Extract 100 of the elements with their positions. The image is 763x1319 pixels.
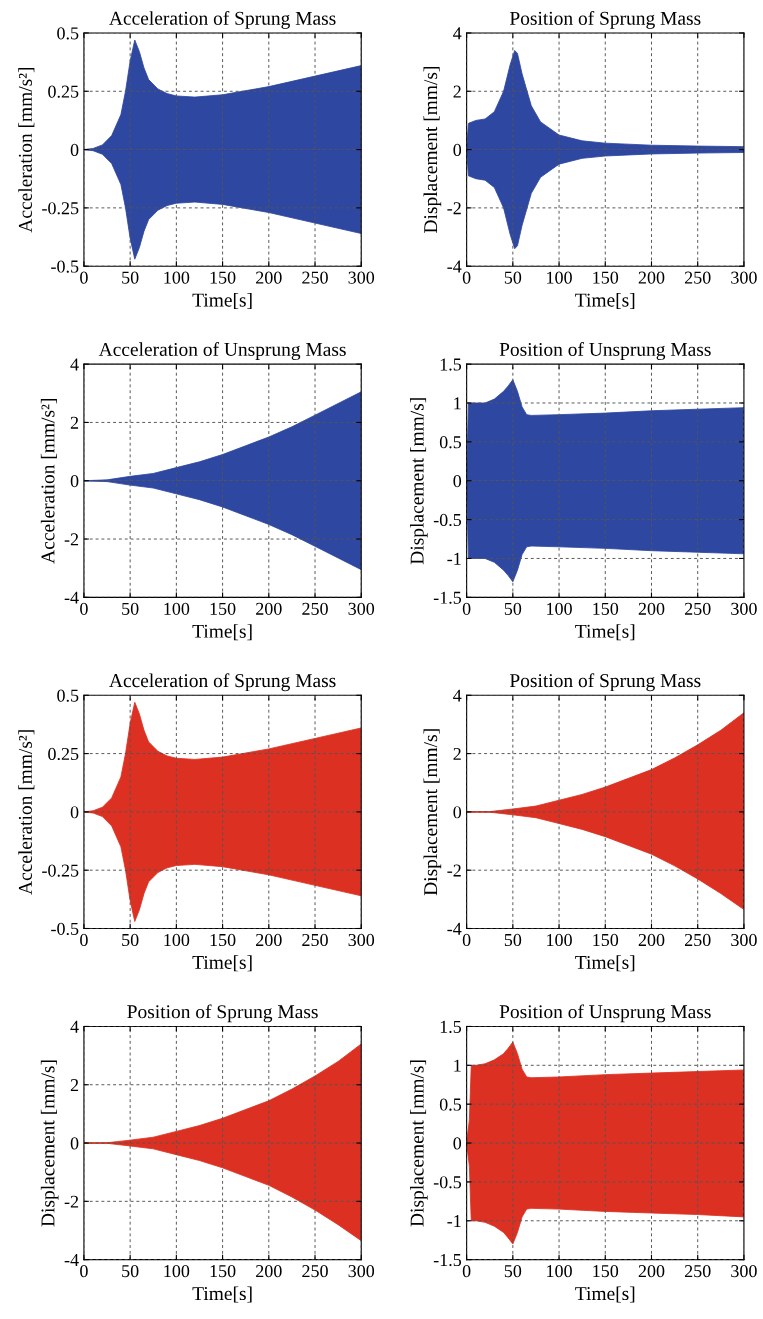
x-tick-label: 100 [547,933,572,947]
x-tick-label: 200 [256,602,282,615]
x-tick-label: 50 [122,933,139,947]
y-axis-title: Displacement [mm/s] [40,1060,59,1227]
x-tick-label: 300 [348,271,375,284]
x-tick-label: 0 [80,271,88,284]
x-tick-label: 300 [731,933,757,947]
x-axis-title: Time[s] [575,292,635,310]
y-tick-label: 0.5 [57,27,79,40]
x-tick-label: 200 [256,1265,282,1278]
y-tick-label: -1 [447,552,461,565]
y-axis-title: Acceleration [mm/s²] [40,399,57,564]
x-tick-label: 50 [122,271,139,284]
y-tick-label: 0 [70,806,79,819]
x-tick-label: 100 [164,1265,190,1278]
y-tick-label: 4 [453,689,462,702]
x-tick-label: 300 [731,602,757,615]
y-tick-label: -4 [447,922,462,935]
chart-title: Acceleration of Unsprung Mass [98,342,346,360]
y-tick-label: 0 [70,1137,79,1150]
y-axis-title: Acceleration [mm/s²] [18,67,35,233]
y-tick-label: 0 [453,1137,462,1150]
x-tick-label: 50 [504,1265,522,1278]
y-tick-label: -1 [447,1215,461,1228]
y-tick-label: 0.5 [439,1098,462,1111]
x-tick-label: 300 [348,602,375,615]
y-tick-label: 0 [70,474,79,488]
y-tick-label: -0.25 [42,864,79,877]
x-axis-title: Time[s] [192,955,252,972]
y-tick-label: 0 [70,143,79,157]
x-tick-label: 250 [302,602,328,615]
x-tick-label: 50 [122,1265,139,1278]
y-tick-label: 0.25 [48,85,79,98]
y-tick-label: -0.5 [433,1176,462,1189]
y-tick-label: 1.5 [440,1020,462,1033]
y-tick-label: 2 [453,747,461,760]
y-axis-title: Displacement [mm/s] [409,1060,428,1227]
x-tick-label: 150 [210,1265,236,1278]
y-tick-label: 1 [454,1059,461,1072]
y-tick-label: 4 [453,27,462,40]
x-tick-label: 100 [547,271,572,284]
chart-title: Acceleration of Sprung Mass [109,10,336,29]
x-tick-label: 150 [210,933,236,947]
y-tick-label: -2 [447,202,461,215]
x-tick-label: 250 [302,933,328,947]
y-tick-label: 0.5 [57,689,79,702]
y-tick-label: 2 [70,416,79,429]
y-tick-label: 4 [70,358,79,371]
x-tick-label: 250 [684,602,711,615]
x-tick-label: 150 [210,602,236,615]
x-tick-label: 200 [638,271,665,284]
y-tick-label: -2 [64,1195,79,1208]
y-tick-label: -0.5 [51,260,79,273]
x-tick-label: 100 [164,933,190,947]
x-tick-label: 200 [638,1265,665,1278]
x-axis-title: Time[s] [575,624,635,641]
x-tick-label: 0 [80,933,88,947]
x-tick-label: 150 [593,271,619,284]
x-axis-title: Time[s] [575,955,635,972]
x-tick-label: 100 [164,271,190,284]
x-axis-title: Time[s] [192,1286,252,1303]
x-tick-label: 150 [593,933,619,947]
x-tick-label: 50 [504,933,522,947]
y-tick-label: 2 [70,1079,79,1091]
chart-title: Position of Sprung Mass [509,10,701,29]
x-tick-label: 200 [638,933,665,947]
y-tick-label: 0 [453,474,462,488]
x-tick-label: 0 [80,1265,88,1278]
x-tick-label: 50 [504,602,522,615]
x-tick-label: 300 [731,271,757,284]
y-tick-label: -4 [447,260,462,273]
x-tick-label: 300 [348,1265,375,1278]
x-tick-label: 0 [80,602,88,615]
x-tick-label: 200 [256,271,282,284]
x-axis-title: Time[s] [192,292,252,310]
x-tick-label: 300 [348,933,375,947]
y-tick-label: -1.5 [433,591,462,604]
chart-title: Position of Sprung Mass [127,1004,318,1023]
y-axis-title: Displacement [mm/s] [423,729,442,896]
y-tick-label: 1 [454,397,461,410]
x-tick-label: 100 [164,602,190,615]
x-axis-title: Time[s] [192,624,252,641]
chart-title: Acceleration of Sprung Mass [109,673,336,692]
y-axis-title: Acceleration [mm/s²] [18,730,35,895]
x-tick-label: 250 [684,1265,711,1278]
x-tick-label: 250 [302,1265,328,1278]
y-tick-label: -0.25 [42,202,79,215]
y-tick-label: -2 [64,533,79,546]
x-tick-label: 250 [684,271,711,284]
x-tick-label: 150 [593,602,619,615]
x-tick-label: 200 [638,602,665,615]
y-tick-label: 2 [453,85,461,98]
y-tick-label: -4 [64,1254,79,1266]
chart-title: Position of Unsprung Mass [499,342,711,360]
chart-title: Position of Sprung Mass [509,673,701,692]
y-tick-label: -0.5 [433,513,462,527]
x-tick-label: 50 [504,271,522,284]
x-tick-label: 0 [462,1265,471,1278]
x-tick-label: 200 [256,933,282,947]
x-tick-label: 150 [593,1265,619,1278]
